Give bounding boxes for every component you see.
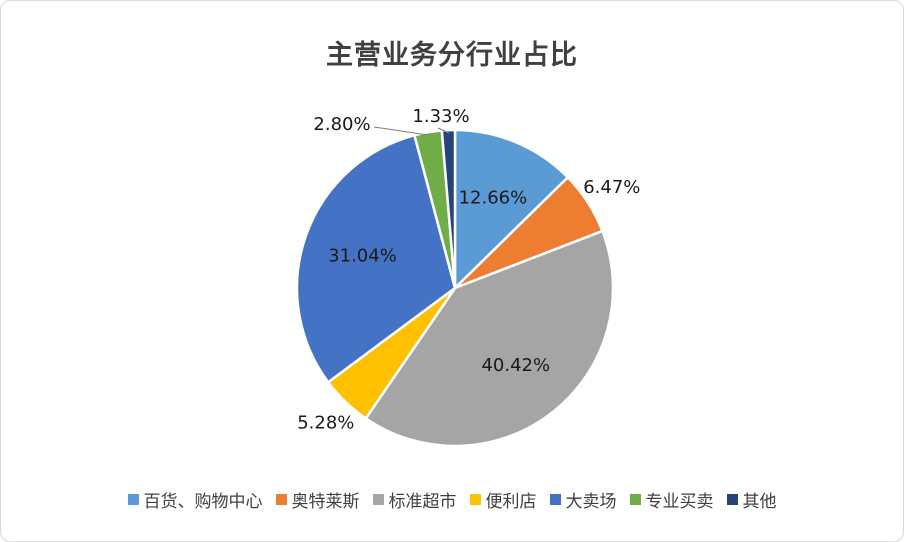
legend-item-3: 标准超市 xyxy=(372,487,457,512)
pie-slice-7 xyxy=(440,128,457,290)
legend-swatch-icon xyxy=(275,494,287,505)
legend-label: 百货、购物中心 xyxy=(143,492,263,512)
legend-swatch-icon xyxy=(372,494,384,505)
legend-label: 大卖场 xyxy=(565,492,617,512)
data-label-1: 12.66% xyxy=(459,188,528,209)
legend-label: 专业买卖 xyxy=(645,492,714,512)
chart-legend: 百货、购物中心 奥特莱斯 标准超市 便利店 大卖场 专业买卖 其他 xyxy=(1,487,903,512)
legend-item-1: 百货、购物中心 xyxy=(127,487,263,512)
chart-title: 主营业务分行业占比 xyxy=(326,40,578,71)
legend-label: 其他 xyxy=(742,492,777,512)
data-label-6: 2.80% xyxy=(313,114,370,135)
data-label-3: 40.42% xyxy=(481,355,550,376)
leader-line xyxy=(373,126,429,136)
data-label-5: 31.04% xyxy=(328,246,397,267)
leader-line xyxy=(437,127,450,134)
data-label-7: 1.33% xyxy=(412,106,469,127)
pie-slice-5 xyxy=(295,134,457,384)
legend-label: 便利店 xyxy=(485,492,537,512)
legend-item-7: 其他 xyxy=(726,487,777,512)
legend-swatch-icon xyxy=(629,494,641,505)
pie-slice-3 xyxy=(364,229,615,448)
legend-swatch-icon xyxy=(726,494,738,505)
data-label-2: 6.47% xyxy=(583,177,640,198)
data-label-4: 5.28% xyxy=(297,412,354,433)
legend-swatch-icon xyxy=(549,494,561,505)
legend-swatch-icon xyxy=(469,494,481,505)
legend-label: 标准超市 xyxy=(388,492,457,512)
legend-label: 奥特莱斯 xyxy=(291,492,360,512)
legend-item-5: 大卖场 xyxy=(549,487,617,512)
legend-item-6: 专业买卖 xyxy=(629,487,714,512)
pie-slice-1 xyxy=(453,128,570,290)
legend-swatch-icon xyxy=(127,494,139,505)
legend-item-4: 便利店 xyxy=(469,487,537,512)
legend-item-2: 奥特莱斯 xyxy=(275,487,360,512)
